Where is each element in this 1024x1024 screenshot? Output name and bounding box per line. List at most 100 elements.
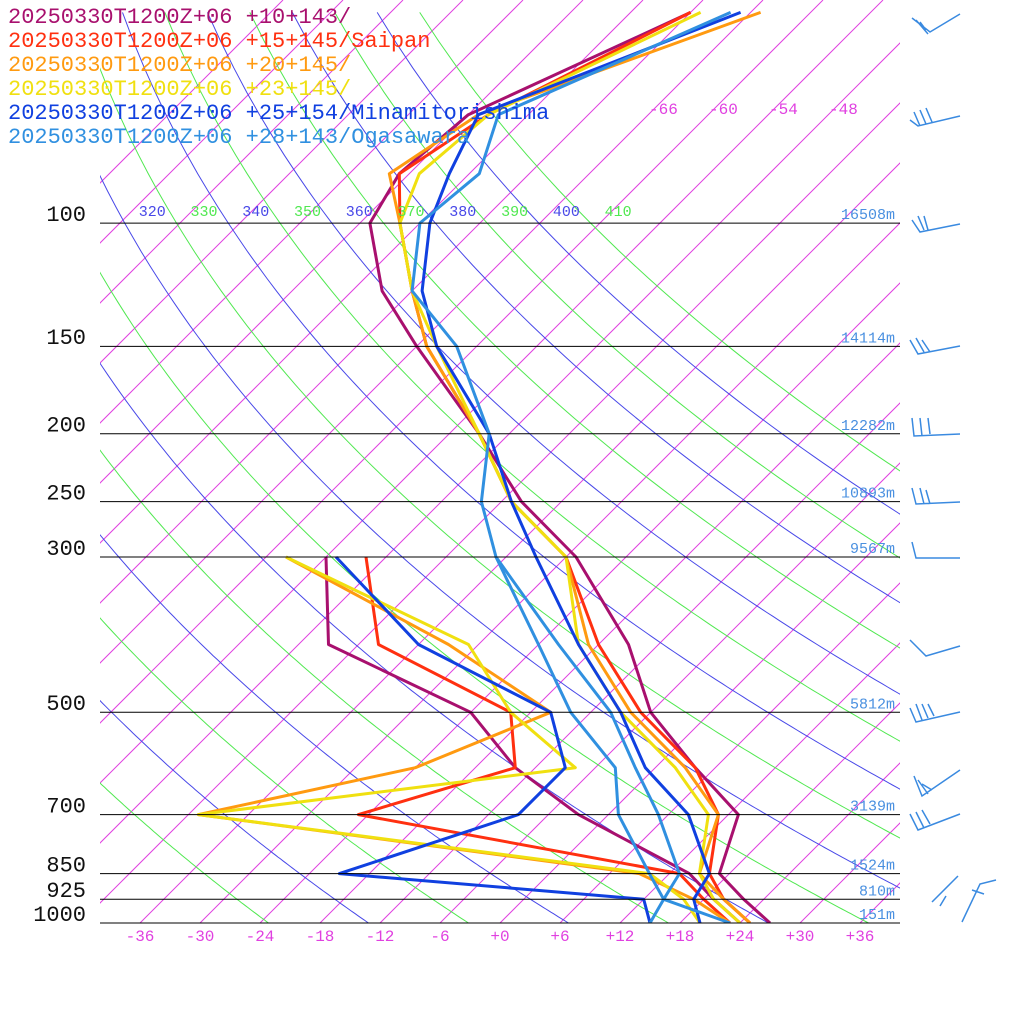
dry-adiabat-label: 380 (449, 204, 476, 221)
dry-adiabat-label: 330 (191, 204, 218, 221)
x-tick-label: -6 (430, 928, 449, 946)
wind-barbs (909, 13, 997, 923)
wind-barb (909, 107, 961, 127)
pressure-label: 925 (46, 879, 86, 904)
height-label: 16508m (841, 207, 895, 224)
height-label: 810m (859, 883, 895, 900)
temperature-profile (398, 11, 742, 923)
x-tick-label: +30 (786, 928, 815, 946)
isotherm (619, 642, 900, 923)
pressure-label: 700 (46, 794, 86, 819)
profile-layer (196, 10, 772, 923)
dewpoint-profile (334, 555, 652, 923)
wind-barb (911, 13, 961, 35)
legend-entry: 20250330T1200Z+06 +28+143/Ogasawara (8, 125, 470, 150)
wind-barb (911, 541, 960, 559)
isotherm (100, 0, 344, 244)
dry-adiabat (376, 12, 900, 515)
wind-barb (909, 337, 961, 355)
x-tick-label: +6 (550, 928, 569, 946)
height-label: 9567m (850, 541, 895, 558)
isotherm-label: -60 (709, 101, 738, 119)
isotherm (379, 402, 900, 923)
x-tick-label: -12 (366, 928, 395, 946)
pressure-label: 250 (46, 481, 86, 506)
temperature-profile (420, 11, 742, 923)
dry-adiabat-label: 340 (242, 204, 269, 221)
isotherm (100, 0, 824, 724)
isotherm (679, 702, 900, 923)
dry-adiabat (122, 12, 900, 790)
isotherm (100, 102, 900, 904)
isotherm (559, 582, 900, 923)
isotherm (439, 462, 900, 923)
isotherm (199, 222, 900, 923)
pressure-label: 100 (46, 203, 86, 228)
dewpoint-profile (196, 555, 702, 923)
wind-barb (909, 703, 961, 723)
dry-adiabat-label: 390 (501, 204, 528, 221)
isotherm (499, 522, 900, 923)
height-label: 12282m (841, 418, 895, 435)
dry-adiabat (100, 617, 469, 923)
temperature-profile (368, 11, 772, 923)
legend-entry: 20250330T1200Z+06 +23+145/ (8, 77, 351, 102)
dry-adiabat (100, 699, 369, 923)
dry-adiabat (249, 12, 900, 649)
dewpoint-profile (356, 556, 732, 923)
dry-adiabat (164, 12, 900, 742)
dry-adiabat (100, 782, 269, 923)
x-tick-label: +18 (666, 928, 695, 946)
legend-entry: 20250330T1200Z+06 +15+145/Saipan (8, 29, 430, 54)
x-tick-label: -24 (246, 928, 275, 946)
isotherm (100, 42, 900, 844)
height-label: 14114m (841, 330, 895, 347)
dry-adiabat-label: 370 (398, 204, 425, 221)
dry-adiabat (100, 67, 900, 839)
dewpoint-profile (196, 555, 731, 923)
height-label: 3139m (850, 799, 895, 816)
isotherm (139, 162, 900, 923)
pressure-label: 200 (46, 414, 86, 439)
dry-adiabat-label: 400 (553, 204, 580, 221)
legend-entry: 20250330T1200Z+06 +10+143/ (8, 5, 351, 30)
height-label: 5812m (850, 696, 895, 713)
wind-barb (931, 875, 997, 923)
pressure-label: 300 (46, 537, 86, 562)
dry-adiabat-label: 410 (605, 204, 632, 221)
wind-barb (913, 769, 961, 798)
label-layer: 320 330 340 350 360 370 380 390 400 410 100 150 200 2… (8, 5, 900, 946)
height-label: 1524m (850, 858, 895, 875)
grid-layer (100, 0, 900, 923)
pressure-label: 1000 (33, 903, 86, 928)
pressure-label: 500 (46, 692, 86, 717)
x-tick-label: +0 (490, 928, 509, 946)
dry-adiabat (100, 534, 569, 923)
wind-barb (909, 639, 961, 657)
dry-adiabat-label: 350 (294, 204, 321, 221)
dry-adiabat (291, 12, 900, 604)
dry-adiabat-label: 320 (139, 204, 166, 221)
isotherm (100, 0, 884, 784)
temperature-profile (410, 11, 732, 923)
isotherm (100, 0, 764, 664)
isotherm (100, 0, 524, 424)
dry-adiabat-label: 360 (346, 204, 373, 221)
x-tick-label: -18 (306, 928, 335, 946)
height-label: 10893m (841, 486, 895, 503)
isotherm (859, 882, 900, 923)
isotherm-label: -48 (829, 101, 858, 119)
isotherm (739, 762, 900, 923)
isotherm-label: -54 (769, 101, 798, 119)
x-tick-label: +24 (726, 928, 755, 946)
isotherm-label: -66 (649, 101, 678, 119)
x-tick-label: -30 (186, 928, 215, 946)
x-tick-label: +12 (606, 928, 635, 946)
pressure-label: 150 (46, 326, 86, 351)
dry-adiabat (206, 12, 900, 695)
isotherm (100, 0, 464, 364)
isotherm (319, 342, 900, 923)
dewpoint-profile (494, 556, 666, 923)
isotherm (100, 0, 704, 604)
